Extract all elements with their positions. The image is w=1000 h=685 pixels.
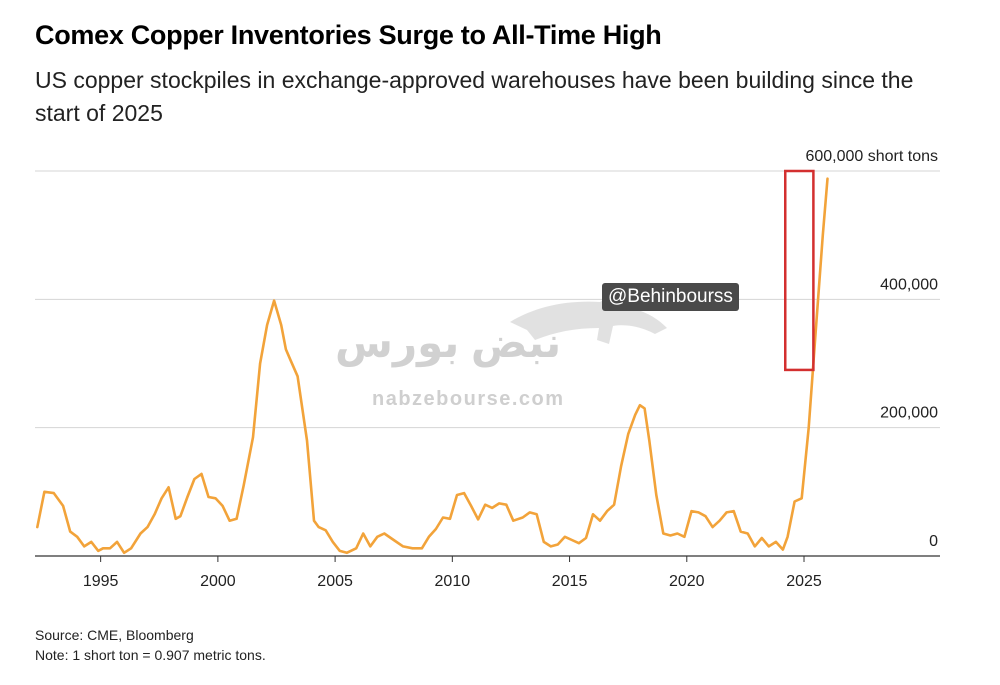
y-tick-label: 200,000 <box>880 405 938 422</box>
series-line <box>35 177 829 555</box>
chart-title: Comex Copper Inventories Surge to All-Ti… <box>35 20 662 50</box>
x-tick-label: 2005 <box>317 573 353 590</box>
y-tick-label: 600,000 short tons <box>805 148 938 165</box>
watermark-site-text: nabzebourse.com <box>372 388 565 410</box>
note-text: Note: 1 short ton = 0.907 metric tons. <box>35 647 266 663</box>
watermark-handle: @Behinbourss <box>602 283 739 311</box>
chart-subtitle: US copper stockpiles in exchange-approve… <box>35 67 914 126</box>
x-tick-label: 2015 <box>552 573 588 590</box>
source-text: Source: CME, Bloomberg <box>35 627 194 643</box>
highlight-box <box>784 169 815 372</box>
bull-watermark-icon <box>510 290 667 344</box>
x-tick-label: 2020 <box>669 573 705 590</box>
x-tick-label: 2025 <box>786 573 822 590</box>
y-tick-label: 0 <box>929 533 938 550</box>
x-tick-label: 2000 <box>200 573 236 590</box>
x-tick-label: 1995 <box>83 573 119 590</box>
x-tick-label: 2010 <box>435 573 471 590</box>
watermark-logo-text: نبض بورس <box>335 319 562 366</box>
y-tick-label: 400,000 <box>880 276 938 293</box>
chart-footer: Source: CME, Bloomberg Note: 1 short ton… <box>35 625 266 665</box>
